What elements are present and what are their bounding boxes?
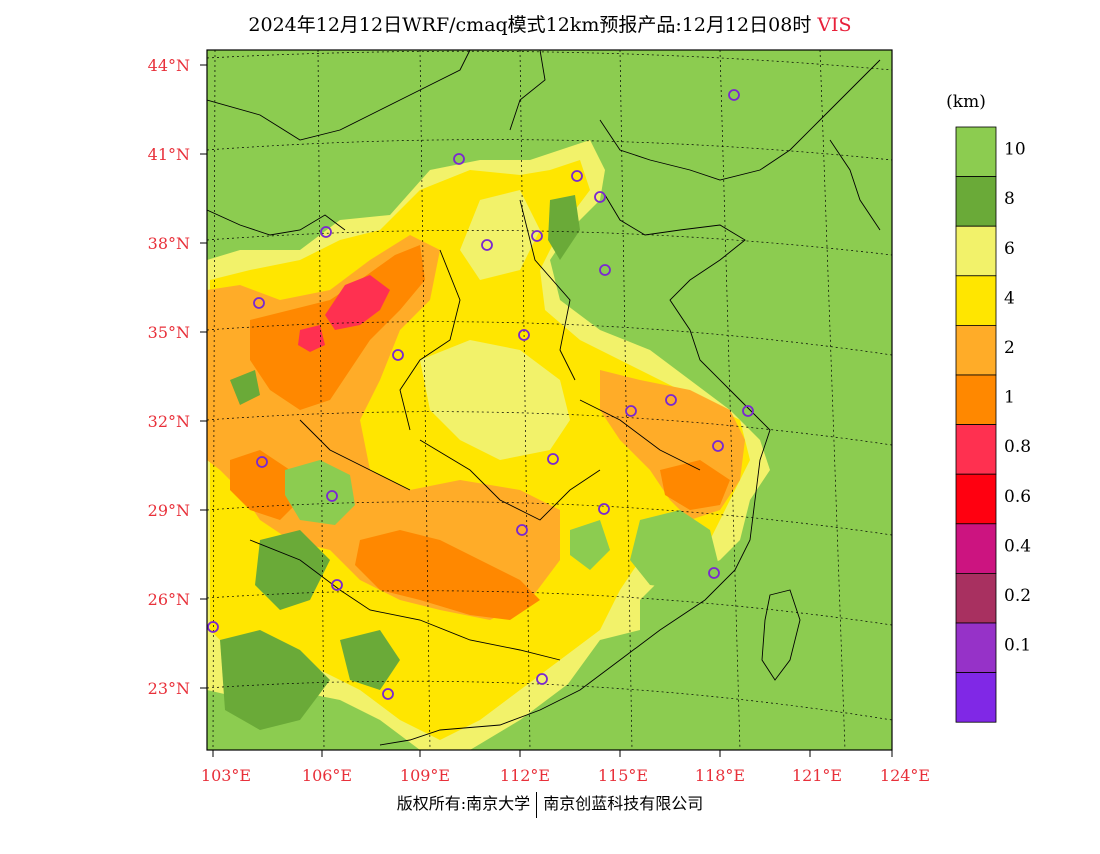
title-variable: VIS — [817, 14, 852, 36]
legend-swatch — [955, 573, 997, 624]
zone-dark-green-5 — [340, 630, 400, 690]
legend-swatch — [955, 126, 997, 177]
lat-label: 41°N — [148, 145, 190, 164]
legend-label: 0.6 — [1004, 487, 1031, 507]
legend-swatch — [955, 225, 997, 277]
legend-label: 6 — [1004, 239, 1015, 259]
footer-separator — [536, 791, 538, 818]
legend-label: 0.4 — [1004, 536, 1031, 556]
lat-label: 44°N — [148, 56, 190, 75]
lon-label: 115°E — [598, 766, 648, 785]
legend-label: 0.1 — [1004, 636, 1031, 656]
legend-label: 2 — [1004, 338, 1015, 358]
legend-swatch — [955, 176, 997, 227]
legend-swatch — [955, 424, 997, 475]
legend-swatch — [955, 374, 997, 425]
title-text: 2024年12月12日WRF/cmaq模式12km预报产品:12月12日08时 — [248, 14, 812, 36]
lat-label: 26°N — [148, 590, 190, 609]
lon-label: 106°E — [302, 766, 352, 785]
graticule — [207, 50, 892, 750]
legend-label: 0.8 — [1004, 437, 1031, 457]
boundaries — [207, 50, 881, 746]
legend-label: 1 — [1004, 388, 1015, 408]
legend-label: 0.2 — [1004, 586, 1031, 606]
lon-label: 109°E — [400, 766, 450, 785]
lat-axis: 44°N 41°N 38°N 35°N 32°N 29°N 26°N 23°N — [148, 56, 207, 698]
zone-orange-southwest — [230, 450, 300, 520]
zone-dark-green-1 — [548, 195, 580, 260]
copyright-right: 南京创蓝科技有限公司 — [543, 794, 704, 813]
color-legend: (km) 10 8 6 4 2 1 0.8 0.6 0.4 0.2 0.1 — [946, 92, 1031, 723]
lat-label: 35°N — [148, 323, 190, 342]
zone-dark-green-4 — [220, 630, 330, 730]
zone-light-yellow-inner — [420, 340, 570, 460]
legend-swatch — [955, 324, 997, 376]
lon-label: 121°E — [792, 766, 842, 785]
copyright-left: 版权所有:南京大学 — [396, 794, 531, 813]
legend-swatch — [955, 275, 997, 326]
legend-label: 10 — [1004, 140, 1026, 160]
zone-pink-red — [325, 275, 390, 330]
lon-label: 118°E — [695, 766, 745, 785]
lat-label: 38°N — [148, 234, 190, 253]
map-title: 2024年12月12日WRF/cmaq模式12km预报产品:12月12日08时 V… — [0, 10, 1100, 37]
legend-label: 8 — [1004, 189, 1015, 209]
visibility-map — [207, 50, 892, 750]
zone-green-fujian — [630, 510, 720, 590]
zone-orange-south — [355, 530, 540, 620]
legend-label: 4 — [1004, 288, 1015, 308]
zone-green-guangdong — [520, 630, 892, 750]
zone-dark-green-3 — [255, 530, 330, 610]
zone-pink-red-2 — [298, 325, 325, 352]
stations — [207, 89, 754, 700]
zone-green-jiangxi — [570, 520, 610, 570]
zone-light-yellow-inner-2 — [460, 190, 540, 280]
zone-orange-east — [660, 460, 730, 510]
lat-label: 32°N — [148, 412, 190, 431]
lon-label: 112°E — [500, 766, 550, 785]
zone-dark-green-2 — [230, 370, 260, 405]
legend-swatch — [955, 622, 997, 673]
legend-swatch — [955, 523, 997, 574]
legend-swatch — [955, 473, 997, 525]
lon-label: 124°E — [880, 766, 930, 785]
copyright-footer: 版权所有:南京大学 南京创蓝科技有限公司 — [0, 790, 1100, 818]
lat-label: 23°N — [148, 679, 190, 698]
legend-swatch — [955, 672, 997, 723]
legend-unit: (km) — [946, 92, 986, 112]
map-frame — [206, 49, 893, 751]
lat-label: 29°N — [148, 501, 190, 520]
zone-green-sichuan — [285, 460, 355, 525]
lon-axis: 103°E 106°E 109°E 112°E 115°E 118°E 121°… — [201, 750, 930, 785]
lon-label: 103°E — [201, 766, 251, 785]
